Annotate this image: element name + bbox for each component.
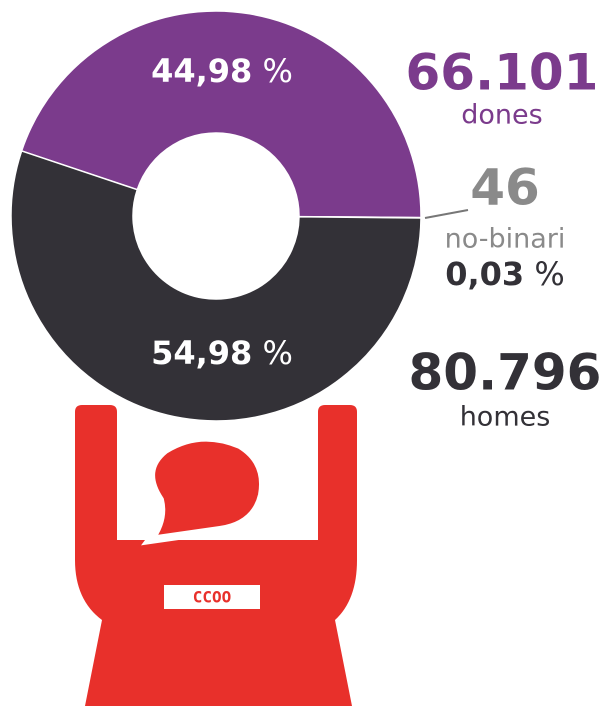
donut: [10, 10, 422, 422]
count-label: 66.101: [406, 44, 599, 102]
donut-slice: [20, 10, 422, 219]
body: [75, 405, 357, 706]
legend-label: homes: [460, 402, 551, 433]
leader-line: [424, 209, 469, 219]
donut-slice: [10, 150, 422, 422]
legend-label: no-binari: [445, 224, 566, 255]
count-label: 80.796: [409, 344, 599, 402]
figure: CCOO: [75, 405, 357, 706]
head: [141, 433, 267, 546]
logo-box: [164, 585, 260, 609]
count-label: 46: [470, 159, 540, 217]
legend-label: dones: [461, 100, 542, 131]
value-label: 44,98 %: [151, 52, 293, 90]
value-label: 54,98 %: [151, 334, 293, 372]
value-label: 0,03 %: [445, 255, 565, 293]
logo: CCOO: [193, 588, 232, 607]
